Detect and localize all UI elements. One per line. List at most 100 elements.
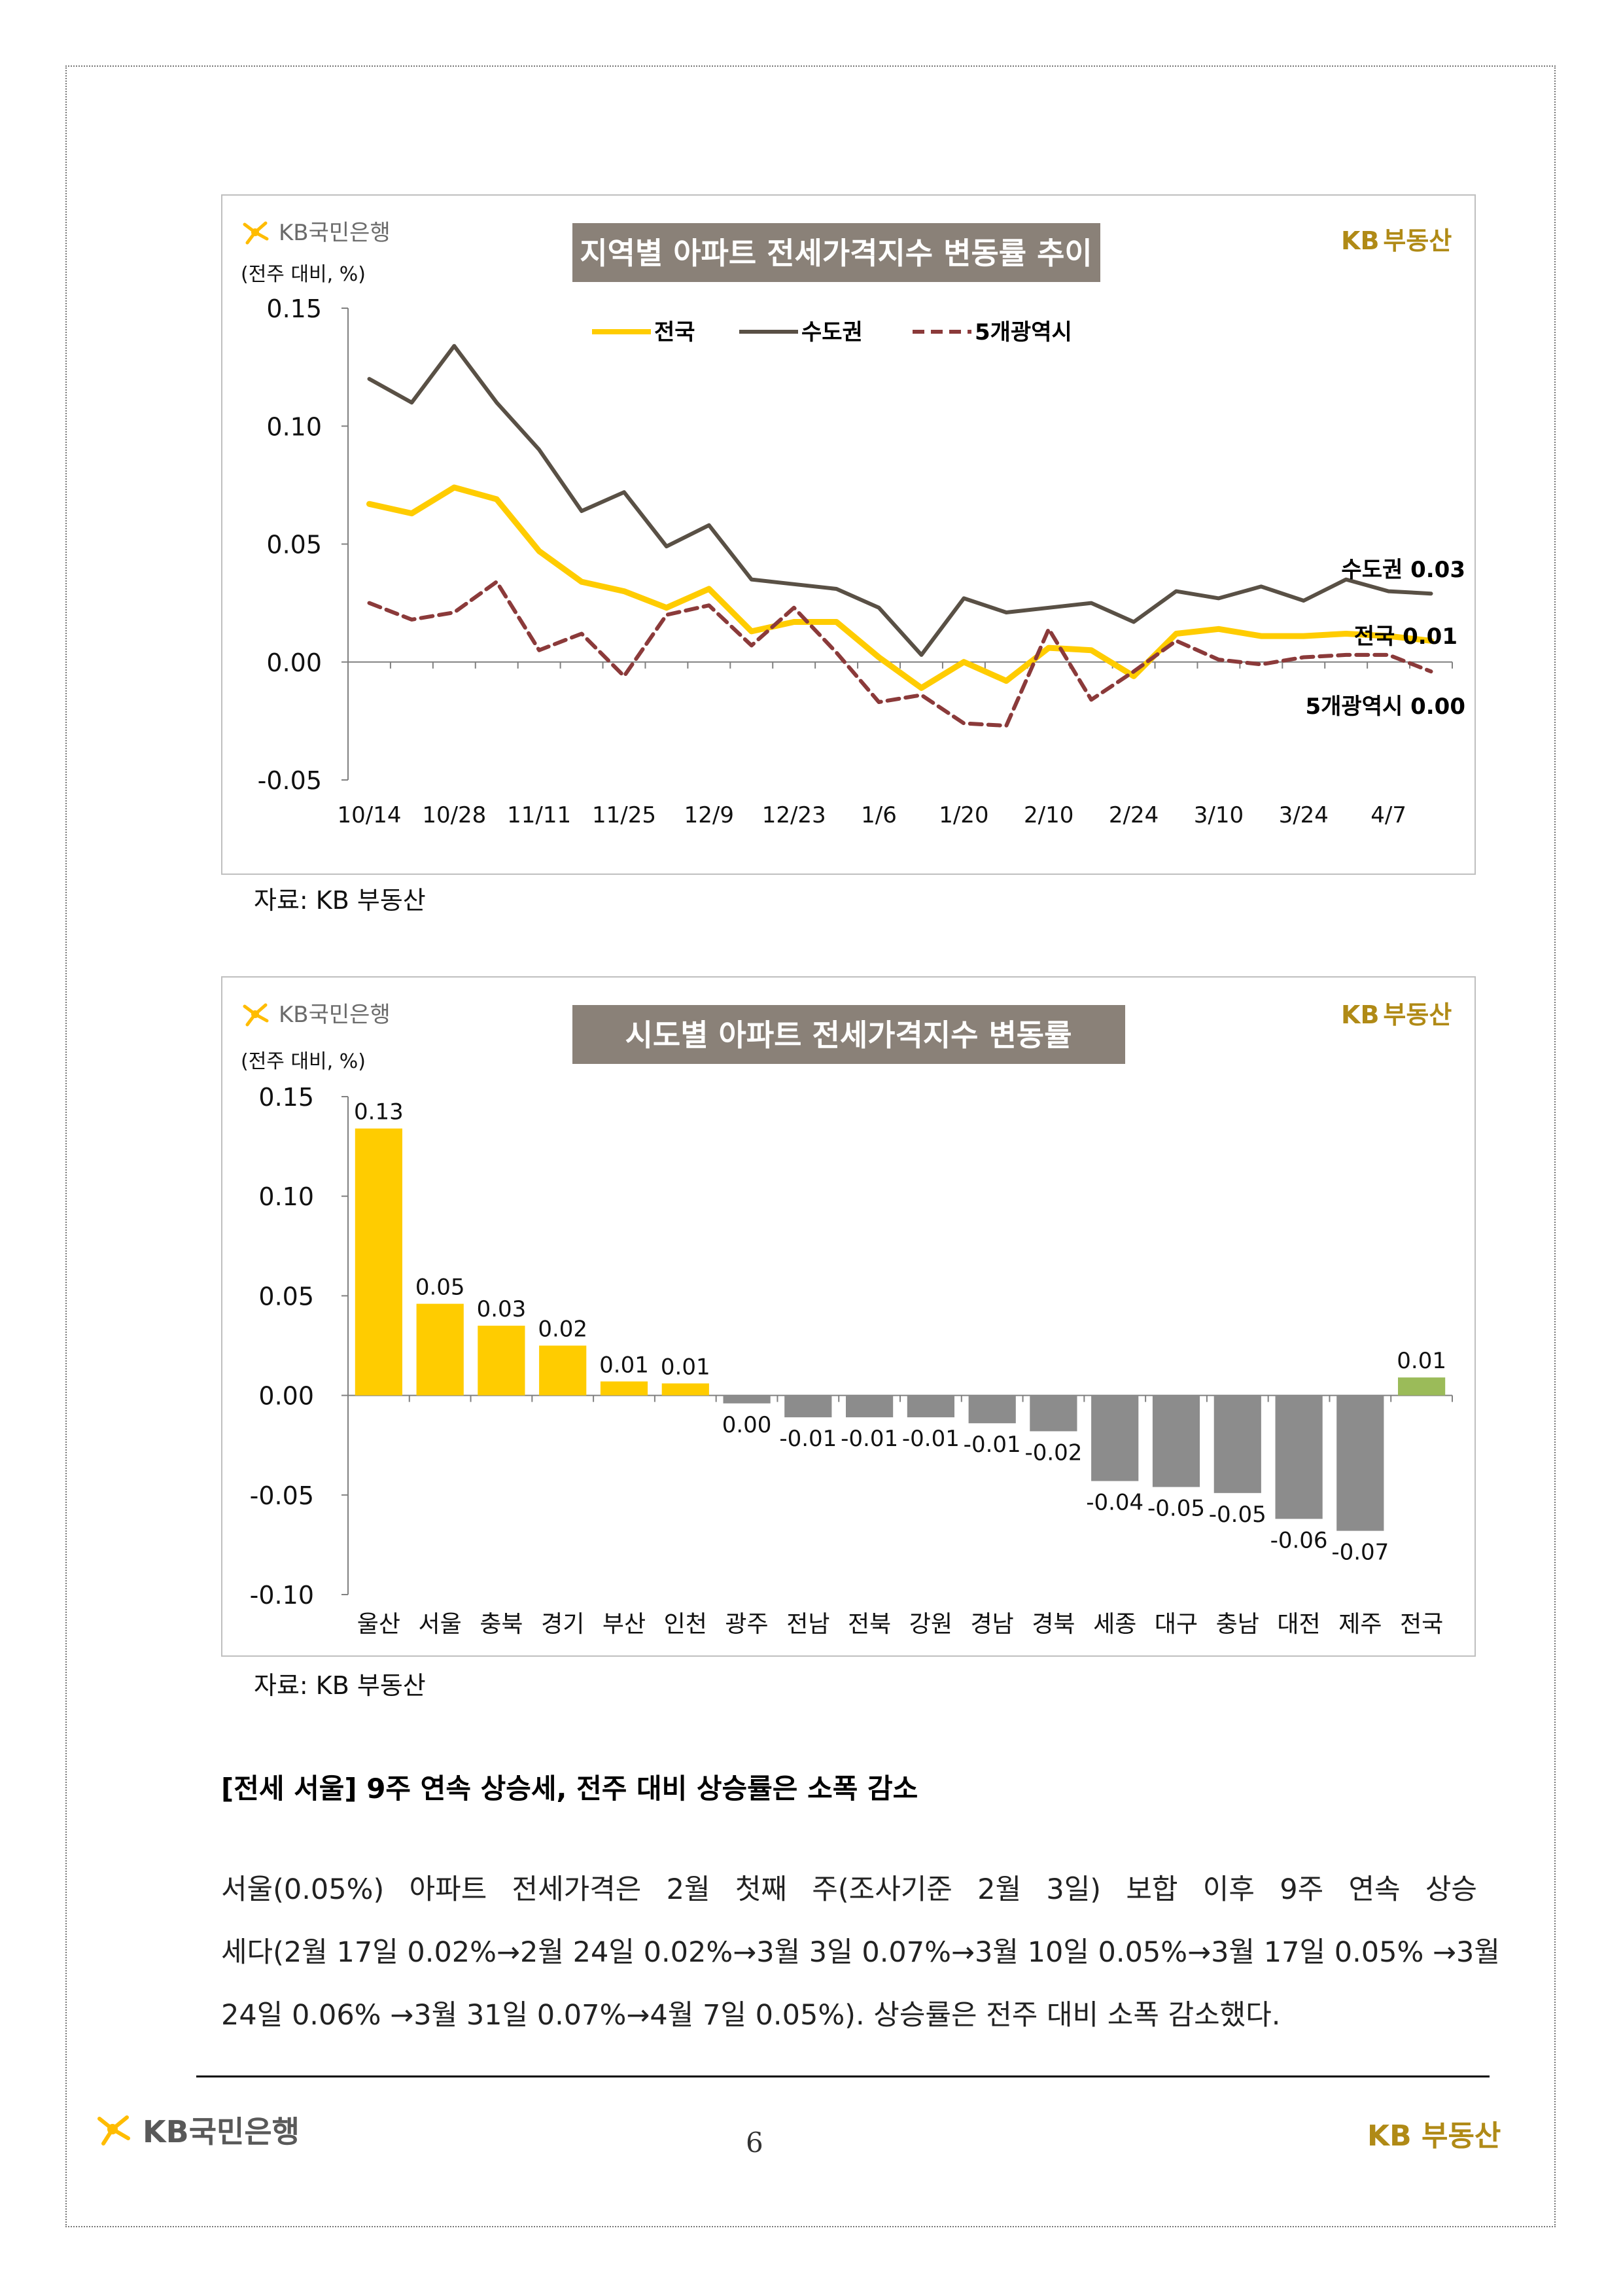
- legend: 전국 수도권 5개광역시: [592, 319, 1072, 345]
- bar: [478, 1326, 525, 1396]
- bar: [600, 1381, 648, 1396]
- category-label: 대전: [1277, 1611, 1320, 1638]
- data-label: -0.02: [1024, 1439, 1082, 1466]
- paragraph-line: 24일 0.06% →3월 31일 0.07%→4월 7일 0.05%). 상승…: [221, 1999, 1281, 2032]
- data-label: -0.07: [1331, 1540, 1389, 1566]
- bar: [968, 1395, 1016, 1424]
- legend-label-capital: 수도권: [801, 319, 863, 345]
- data-label: -0.01: [841, 1426, 898, 1452]
- footer-bank-logo: KB국민은행: [97, 2108, 319, 2157]
- category-label: 경남: [971, 1611, 1014, 1638]
- category-label: 대구: [1155, 1611, 1198, 1638]
- category-label: 경기: [541, 1611, 584, 1638]
- data-label: -0.05: [1147, 1496, 1205, 1522]
- kb-realty-logo: KB 부동산: [1341, 226, 1452, 255]
- x-tick-label: 11/11: [507, 802, 571, 828]
- x-tick-label: 1/20: [939, 802, 988, 828]
- category-label: 제주: [1338, 1611, 1382, 1638]
- series-line-national: [366, 484, 1434, 691]
- category-label: 전북: [848, 1611, 891, 1638]
- category-label: 전국: [1400, 1611, 1443, 1638]
- category-label: 경북: [1032, 1611, 1075, 1638]
- data-label: -0.01: [902, 1426, 960, 1452]
- bar: [1336, 1395, 1384, 1531]
- x-tick-label: 12/23: [762, 802, 826, 828]
- bar: [355, 1128, 402, 1396]
- category-label: 광주: [725, 1611, 768, 1638]
- y-tick-label: 0.00: [258, 1382, 314, 1411]
- unit-label: (전주 대비, %): [241, 1050, 366, 1073]
- paragraph-line: 세다(2월 17일 0.02%→2월 24일 0.02%→3월 3일 0.07%…: [221, 1936, 1500, 1969]
- category-label: 세종: [1093, 1611, 1136, 1638]
- bar: [1398, 1377, 1446, 1396]
- series-line-capital: [367, 344, 1433, 657]
- footer-divider: [196, 2075, 1490, 2077]
- x-tick-label: 1/6: [861, 802, 897, 828]
- kb-bank-logo: KB국민은행: [243, 220, 391, 246]
- bar: [1213, 1395, 1261, 1493]
- bar: [907, 1395, 954, 1418]
- chart1-source: 자료: KB 부동산: [254, 886, 426, 915]
- paragraph-line: 서울(0.05%) 아파트 전세가격은 2월 첫째 주(조사기준 2월 3일) …: [221, 1873, 1477, 1906]
- y-tick-label: 0.10: [258, 1182, 314, 1211]
- bar: [784, 1395, 832, 1418]
- bar: [661, 1383, 709, 1396]
- bar: [846, 1395, 894, 1418]
- category-label: 인천: [664, 1611, 707, 1638]
- page-number: 6: [746, 2127, 763, 2159]
- data-label: 0.01: [661, 1354, 710, 1380]
- bank-name: KB국민은행: [279, 1002, 391, 1028]
- title-background: [572, 1005, 1125, 1064]
- category-label: 서울: [419, 1611, 462, 1638]
- legend-label-national: 전국: [654, 319, 695, 345]
- y-tick-label: 0.05: [258, 1282, 314, 1311]
- chart-title: 시도별 아파트 전세가격지수 변동률: [625, 1017, 1072, 1053]
- category-label: 강원: [909, 1611, 952, 1638]
- data-label: 0.13: [354, 1099, 404, 1125]
- data-label: 0.05: [415, 1275, 465, 1301]
- x-tick-label: 3/24: [1279, 802, 1329, 828]
- legend-label-metro: 5개광역시: [975, 319, 1072, 345]
- data-label: -0.01: [964, 1432, 1021, 1458]
- footer-realty-logo: KB 부동산: [1367, 2119, 1501, 2153]
- bar: [1152, 1395, 1200, 1487]
- bar: [539, 1345, 587, 1396]
- bar: [1030, 1395, 1077, 1432]
- y-tick-label: -0.10: [250, 1581, 314, 1610]
- category-label: 전남: [786, 1611, 829, 1638]
- footer-bank-name: KB국민은행: [143, 2114, 300, 2149]
- y-tick-label: 0.05: [266, 531, 322, 559]
- bar: [1091, 1395, 1139, 1481]
- data-label: -0.04: [1086, 1489, 1143, 1515]
- x-tick-label: 10/28: [422, 802, 486, 828]
- x-tick-label: 4/7: [1370, 802, 1406, 828]
- bar-chart-panel: KB국민은행 (전주 대비, %) 시도별 아파트 전세가격지수 변동률 KB 부…: [221, 976, 1476, 1657]
- data-label: -0.06: [1270, 1527, 1328, 1553]
- end-label-national: 전국 0.01: [1354, 624, 1457, 650]
- category-label: 충북: [480, 1611, 523, 1638]
- star-icon: [243, 1003, 269, 1027]
- end-label-capital: 수도권 0.03: [1341, 557, 1465, 583]
- x-tick-label: 2/24: [1109, 802, 1159, 828]
- x-tick-label: 10/14: [337, 802, 401, 828]
- line-chart-panel: KB국민은행 (전주 대비, %) 지역별 아파트 전세가격지수 변동률 추이 …: [221, 194, 1476, 875]
- data-label: -0.05: [1209, 1502, 1266, 1528]
- y-tick-label: 0.15: [266, 294, 322, 323]
- star-icon: [97, 2115, 130, 2146]
- x-tick-label: 11/25: [592, 802, 656, 828]
- line-chart: KB국민은행 (전주 대비, %) 지역별 아파트 전세가격지수 변동률 추이 …: [241, 220, 1465, 828]
- bar: [1275, 1395, 1323, 1519]
- title-background: [572, 223, 1100, 282]
- data-label: 0.00: [722, 1412, 772, 1438]
- y-tick-label: 0.00: [266, 648, 322, 677]
- star-icon: [243, 221, 269, 245]
- y-tick-label: 0.15: [258, 1083, 314, 1112]
- bar: [723, 1395, 771, 1404]
- page-border: [65, 65, 1556, 2227]
- unit-label: (전주 대비, %): [241, 263, 366, 286]
- y-tick-label: -0.05: [250, 1481, 314, 1510]
- y-tick-label: 0.10: [266, 412, 322, 441]
- bar-chart: KB국민은행 (전주 대비, %) 시도별 아파트 전세가격지수 변동률 KB 부…: [241, 1000, 1453, 1638]
- category-label: 충남: [1216, 1611, 1259, 1638]
- chart-title: 지역별 아파트 전세가격지수 변동률 추이: [580, 236, 1092, 271]
